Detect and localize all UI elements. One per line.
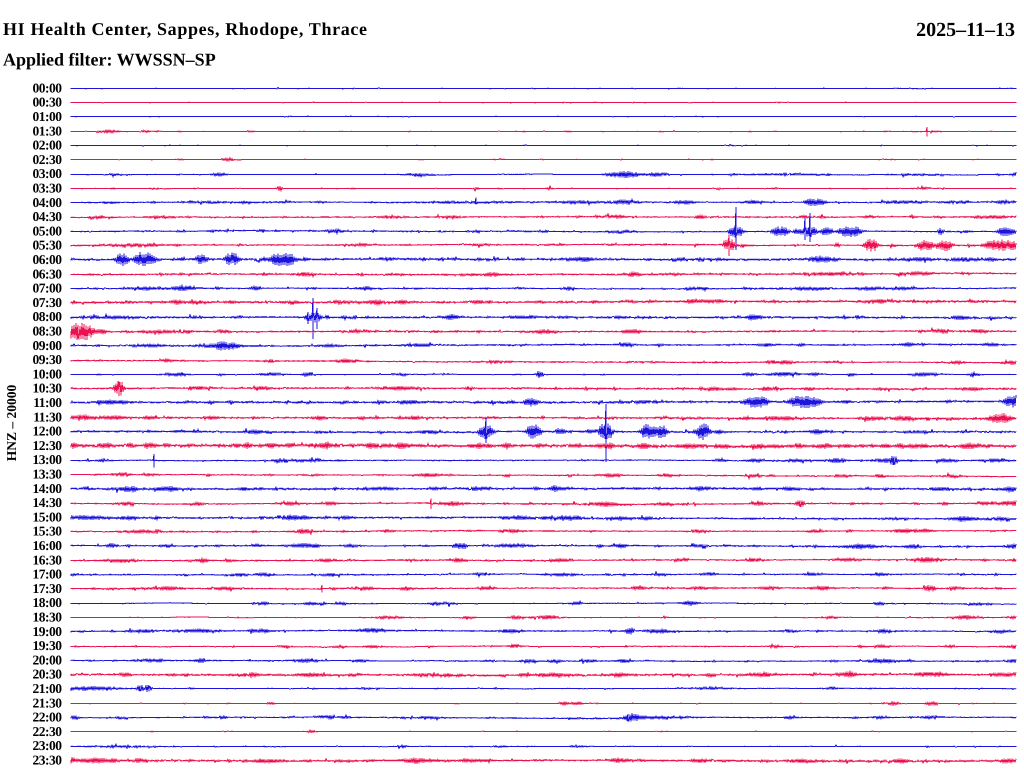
svg-text:13:00: 13:00 (33, 452, 63, 467)
svg-text:23:00: 23:00 (33, 738, 63, 753)
svg-text:22:00: 22:00 (33, 710, 63, 725)
svg-text:09:30: 09:30 (33, 352, 63, 367)
svg-text:HNZ – 20000: HNZ – 20000 (4, 385, 19, 462)
svg-text:21:00: 21:00 (33, 681, 63, 696)
svg-text:05:30: 05:30 (33, 238, 63, 253)
svg-text:10:30: 10:30 (33, 381, 63, 396)
svg-text:12:30: 12:30 (33, 438, 63, 453)
svg-text:01:30: 01:30 (33, 123, 63, 138)
svg-text:04:00: 04:00 (33, 195, 63, 210)
svg-text:10:00: 10:00 (33, 366, 63, 381)
svg-text:16:00: 16:00 (33, 538, 63, 553)
svg-text:Applied filter: WWSSN–SP: Applied filter: WWSSN–SP (3, 50, 216, 70)
svg-text:06:00: 06:00 (33, 252, 63, 267)
svg-text:17:00: 17:00 (33, 567, 63, 582)
svg-text:15:00: 15:00 (33, 509, 63, 524)
svg-text:09:00: 09:00 (33, 338, 63, 353)
svg-text:07:30: 07:30 (33, 295, 63, 310)
svg-text:12:00: 12:00 (33, 424, 63, 439)
svg-text:HI Health Center, Sappes, Rhod: HI Health Center, Sappes, Rhodope, Thrac… (3, 19, 368, 39)
svg-text:19:00: 19:00 (33, 624, 63, 639)
svg-text:00:00: 00:00 (33, 80, 63, 95)
svg-text:2025–11–13: 2025–11–13 (916, 19, 1015, 41)
svg-text:22:30: 22:30 (33, 724, 63, 739)
svg-text:08:30: 08:30 (33, 324, 63, 339)
svg-text:21:30: 21:30 (33, 695, 63, 710)
svg-text:23:30: 23:30 (33, 753, 63, 768)
svg-text:02:00: 02:00 (33, 138, 63, 153)
svg-text:07:00: 07:00 (33, 281, 63, 296)
svg-text:14:00: 14:00 (33, 481, 63, 496)
svg-text:17:30: 17:30 (33, 581, 63, 596)
svg-text:01:00: 01:00 (33, 109, 63, 124)
svg-text:15:30: 15:30 (33, 524, 63, 539)
svg-text:18:00: 18:00 (33, 595, 63, 610)
svg-text:13:30: 13:30 (33, 467, 63, 482)
svg-text:20:30: 20:30 (33, 667, 63, 682)
svg-text:02:30: 02:30 (33, 152, 63, 167)
svg-text:16:30: 16:30 (33, 552, 63, 567)
svg-text:20:00: 20:00 (33, 652, 63, 667)
svg-text:06:30: 06:30 (33, 266, 63, 281)
svg-text:14:30: 14:30 (33, 495, 63, 510)
svg-text:08:00: 08:00 (33, 309, 63, 324)
svg-text:11:30: 11:30 (33, 409, 62, 424)
svg-text:00:30: 00:30 (33, 95, 63, 110)
svg-text:03:30: 03:30 (33, 181, 63, 196)
svg-text:11:00: 11:00 (33, 395, 62, 410)
svg-text:19:30: 19:30 (33, 638, 63, 653)
svg-text:05:00: 05:00 (33, 223, 63, 238)
svg-text:04:30: 04:30 (33, 209, 63, 224)
svg-text:18:30: 18:30 (33, 610, 63, 625)
svg-text:03:00: 03:00 (33, 166, 63, 181)
